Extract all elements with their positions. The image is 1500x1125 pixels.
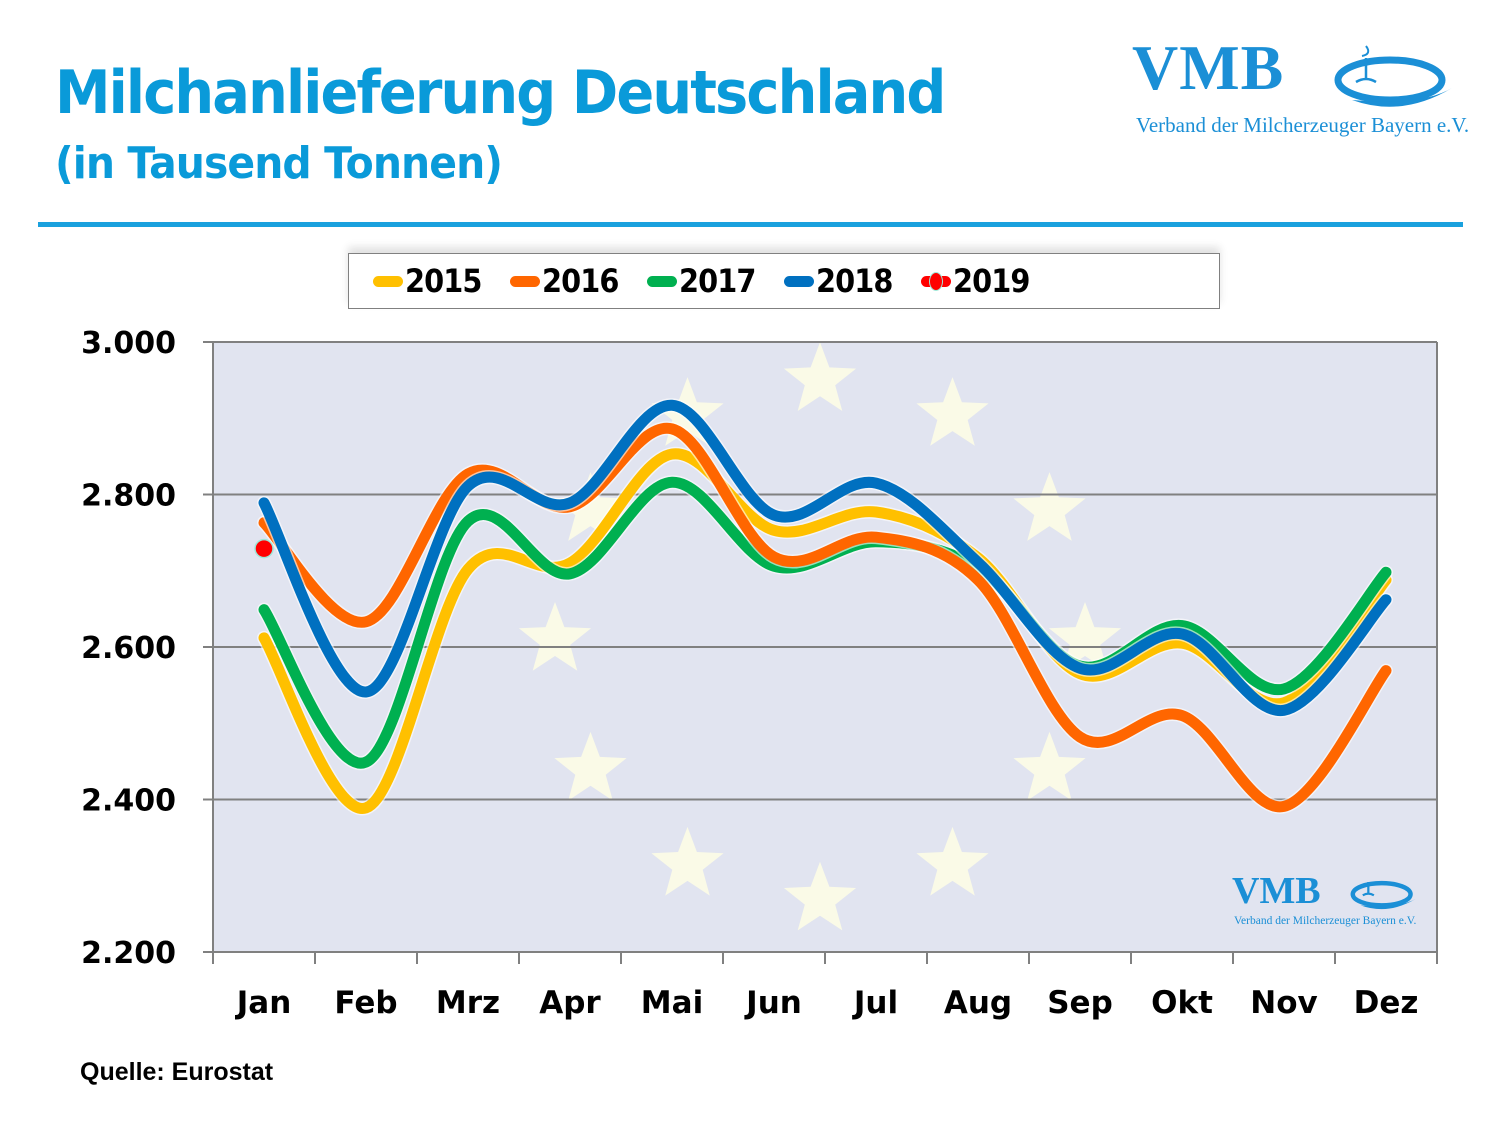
series-lines [254, 398, 1393, 816]
eu-star-icon [651, 826, 724, 896]
legend-swatch-2016 [510, 275, 541, 287]
source-note: Quelle: Eurostat [80, 1058, 274, 1086]
page-subtitle: (in Tausend Tonnen) [55, 138, 503, 189]
x-tick-label: Dez [1354, 985, 1419, 1021]
legend-item-2017: 2017 [647, 262, 764, 300]
x-tick-label: Apr [539, 985, 601, 1021]
series-line-2015 [258, 448, 1392, 814]
y-tick-label: 2.400 [81, 784, 176, 819]
x-tick-label: Jan [235, 985, 292, 1021]
milk-drop-watermark-icon [1350, 880, 1417, 910]
legend-item-2019: 2019 [921, 262, 1038, 300]
eu-star-icon [783, 861, 857, 931]
eu-star-icon [1013, 472, 1086, 541]
x-tick-label: Mai [641, 985, 703, 1021]
legend-label: 2018 [816, 262, 893, 300]
x-tick-label: Feb [334, 985, 397, 1021]
y-axis-ticks: 3.000 2.800 2.600 2.400 2.200 [81, 326, 213, 971]
legend-label: 2017 [679, 262, 756, 300]
legend-swatch-2019 [921, 271, 952, 291]
legend-marker-icon [929, 271, 944, 291]
x-tick-label: Jun [744, 985, 802, 1021]
legend-label: 2015 [405, 262, 482, 300]
page-title: Milchanlieferung Deutschland [55, 58, 946, 128]
x-axis-ticks: Jan Feb Mrz Apr Mai Jun Jul Aug Sep Okt Nov Dez [212, 952, 1438, 1021]
eu-star-icon [916, 377, 989, 446]
legend-label: 2016 [542, 262, 619, 300]
x-tick-label: Sep [1047, 985, 1113, 1021]
x-tick-label: Nov [1250, 985, 1317, 1021]
series-line-2016 [258, 422, 1392, 813]
y-tick-label: 2.200 [81, 936, 176, 971]
chart-legend: 2015 2016 2017 2018 2019 [348, 253, 1220, 309]
eu-star-icon [554, 472, 627, 541]
eu-star-icon [783, 342, 857, 411]
legend-swatch-2017 [647, 275, 678, 287]
milk-drop-logo-icon [1334, 45, 1452, 107]
vmb-logo: VMB Verband der Milcherzeuger Bayern e.V… [1132, 32, 1469, 146]
y-tick-label: 2.600 [81, 631, 176, 666]
watermark-wordmark: VMB [1232, 870, 1321, 912]
eu-star-icon [1048, 602, 1122, 671]
series-line-2018 [258, 399, 1392, 716]
logo-wordmark: VMB [1132, 32, 1285, 103]
x-tick-label: Aug [944, 985, 1012, 1021]
eu-star-icon [1013, 731, 1086, 801]
data-point-2019 [254, 538, 274, 559]
legend-swatch-2015 [373, 275, 403, 287]
eu-star-icon [518, 602, 592, 671]
vmb-watermark: VMB Verband der Milcherzeuger Bayern e.V… [1232, 872, 1432, 932]
legend-item-2016: 2016 [510, 262, 627, 300]
axes [203, 342, 1438, 962]
logo-tagline: Verband der Milcherzeuger Bayern e.V. [1136, 113, 1470, 137]
watermark-tagline: Verband der Milcherzeuger Bayern e.V. [1234, 915, 1417, 927]
legend-item-2015: 2015 [373, 262, 490, 300]
eu-star-icon [916, 826, 989, 896]
x-tick-label: Jul [852, 985, 898, 1021]
legend-item-2018: 2018 [784, 262, 901, 300]
series-line-2017 [258, 476, 1392, 769]
header-divider [38, 222, 1463, 227]
x-tick-label: Okt [1151, 985, 1213, 1021]
eu-star-icon [554, 731, 627, 801]
x-tick-label: Mrz [436, 985, 500, 1021]
legend-label: 2019 [953, 262, 1030, 300]
y-tick-label: 3.000 [81, 326, 176, 361]
y-tick-label: 2.800 [81, 479, 176, 514]
legend-swatch-2018 [784, 275, 815, 287]
